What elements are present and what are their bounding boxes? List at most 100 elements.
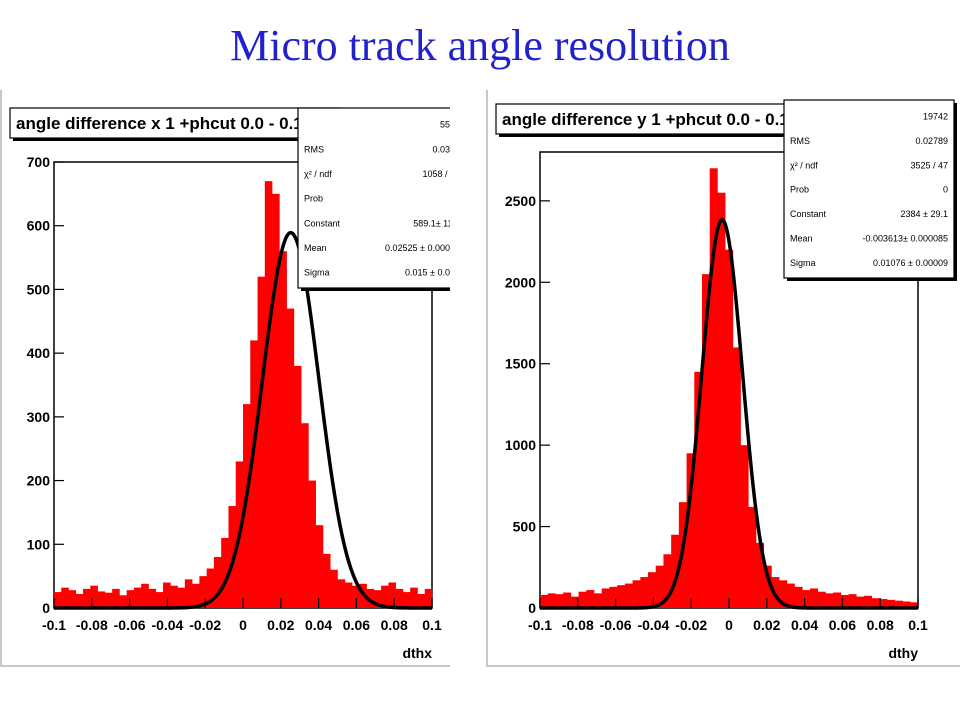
x-tick-label: 0.08 xyxy=(867,617,894,633)
histogram-bar xyxy=(133,587,142,608)
histogram-bar xyxy=(330,569,338,608)
x-axis-label: dthx xyxy=(402,645,432,661)
histogram-bar xyxy=(709,168,718,608)
stats-value: 3525 / 47 xyxy=(910,160,948,170)
title-box xyxy=(9,107,341,139)
histogram-bar xyxy=(586,590,595,608)
histogram-bar xyxy=(547,593,556,608)
histogram-bar xyxy=(126,590,135,608)
histogram-bar xyxy=(54,592,62,608)
histogram-bar xyxy=(763,565,772,608)
histogram-bar xyxy=(141,583,149,608)
histogram-bar xyxy=(609,586,618,608)
histogram-bar xyxy=(279,251,287,608)
histogram-bar xyxy=(848,594,857,608)
histogram-bar xyxy=(894,600,903,608)
histogram-bar xyxy=(594,593,603,608)
stats-value: 0.02789 xyxy=(915,136,948,146)
histogram-bar xyxy=(648,572,657,608)
x-tick-label: -0.08 xyxy=(76,617,108,633)
histogram-bar xyxy=(243,404,251,608)
histogram-bar xyxy=(902,601,911,608)
x-tick-label: -0.1 xyxy=(528,617,552,633)
x-tick-label: 0 xyxy=(239,617,247,633)
histogram-bar xyxy=(825,593,834,608)
histogram-bar xyxy=(228,506,237,608)
stats-value: 5588 xyxy=(440,120,450,130)
x-tick-label: -0.02 xyxy=(675,617,707,633)
stats-value: 0 xyxy=(943,185,948,195)
histogram-bar xyxy=(373,590,382,608)
stats-label: χ² / ndf xyxy=(790,160,818,170)
histogram-bar xyxy=(887,599,896,608)
histogram-bar xyxy=(555,594,564,608)
stats-value: -0.003613± 0.000085 xyxy=(862,233,948,243)
histogram-bar xyxy=(250,340,258,608)
histogram-bar xyxy=(702,274,711,608)
histogram-bar xyxy=(879,599,888,608)
y-tick-label: 700 xyxy=(27,154,51,170)
histogram-bar xyxy=(68,590,77,608)
histogram-bar xyxy=(61,587,69,608)
stats-value: 19742 xyxy=(923,112,948,122)
y-tick-label: 500 xyxy=(513,519,537,535)
x-tick-label: 0.08 xyxy=(381,617,408,633)
histogram-bar xyxy=(540,594,549,608)
y-tick-label: 100 xyxy=(27,536,51,552)
histogram-dthx: 0 100 200 300 400 500 600 700 -0.1 -0.08 -0.06 -0.0… xyxy=(9,107,450,661)
histogram-bar xyxy=(779,580,788,608)
histogram-bar xyxy=(177,587,186,608)
histogram-bar xyxy=(624,583,633,608)
histogram-bar xyxy=(786,583,795,608)
stats-value: 2384 ± 29.1 xyxy=(901,209,948,219)
x-tick-label: -0.06 xyxy=(600,617,632,633)
x-tick-label: -0.04 xyxy=(637,617,669,633)
stats-value: 0.01076 ± 0.00009 xyxy=(873,258,948,268)
histogram-bar xyxy=(315,525,324,608)
x-tick-label: -0.08 xyxy=(562,617,594,633)
histogram-bar xyxy=(725,249,734,608)
histogram-bar xyxy=(410,587,418,608)
stats-label: Prob xyxy=(790,185,809,195)
x-tick-label: -0.06 xyxy=(114,617,146,633)
histogram-bar xyxy=(748,507,757,608)
histogram-bar xyxy=(90,585,98,608)
x-tick-label: 0.04 xyxy=(305,617,332,633)
y-tick-label: 2500 xyxy=(505,193,536,209)
histogram-bar xyxy=(286,308,295,608)
stats-label: Constant xyxy=(304,218,341,228)
histogram-bar xyxy=(756,542,765,608)
stats-box xyxy=(297,107,450,289)
y-tick-label: 600 xyxy=(27,218,51,234)
histogram-bar xyxy=(578,591,587,608)
histogram-bar xyxy=(264,181,273,608)
histogram-bar xyxy=(402,592,411,608)
histogram-bar xyxy=(810,588,819,608)
histogram-bar xyxy=(671,534,680,608)
histogram-bar xyxy=(206,568,215,608)
histogram-bar xyxy=(686,453,695,608)
histogram-bar xyxy=(184,579,193,608)
histogram-bar xyxy=(221,537,229,608)
histogram-bar xyxy=(192,583,200,608)
x-axis-label: dthy xyxy=(888,645,918,661)
histogram-bar xyxy=(663,554,672,608)
stats-value: 589.1± 11.5 xyxy=(413,218,450,228)
histogram-bar xyxy=(83,588,91,608)
gaussian-fit-curve xyxy=(54,230,432,610)
histogram-bar xyxy=(308,480,316,608)
stats-value: 0.0327 xyxy=(432,144,450,154)
histogram-bar xyxy=(293,365,302,608)
histogram-bar xyxy=(388,582,396,608)
title-box xyxy=(495,103,827,135)
histogram-bar xyxy=(170,585,178,608)
histogram-bar xyxy=(344,582,353,608)
histogram-bar xyxy=(199,576,207,608)
gaussian-fit-curve xyxy=(540,217,918,610)
x-tick-label: 0 xyxy=(725,617,733,633)
x-tick-label: 0.04 xyxy=(791,617,818,633)
histogram-bar xyxy=(337,579,346,608)
x-tick-label: -0.1 xyxy=(42,617,66,633)
histogram-bar xyxy=(366,588,375,608)
histogram-bar xyxy=(632,580,641,608)
